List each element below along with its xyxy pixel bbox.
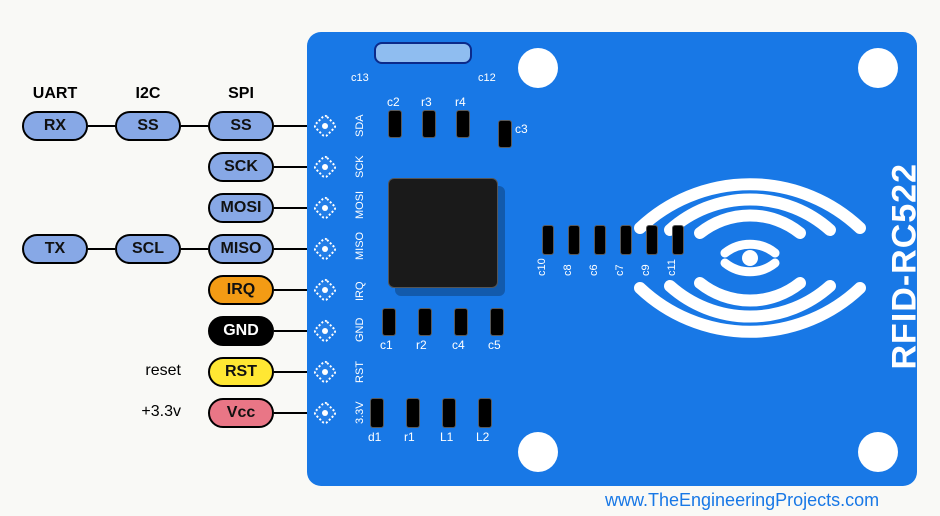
smd-label: c3 (515, 122, 528, 136)
pin-mosi: MOSI (208, 193, 274, 223)
silk-irq: IRQ (354, 261, 366, 301)
smd (498, 120, 512, 148)
wire (274, 330, 307, 332)
smd-label: c1 (380, 338, 393, 352)
mount-hole (518, 432, 558, 472)
wire (274, 248, 307, 250)
smd (454, 308, 468, 336)
smd (442, 398, 456, 428)
silk-miso: MISO (354, 220, 366, 260)
pin-ss: SS (208, 111, 274, 141)
silk-sck: SCK (354, 138, 366, 178)
silk-3.3v: 3.3V (354, 384, 366, 424)
smd-label: c2 (387, 95, 400, 109)
smd (646, 225, 658, 255)
wire (274, 166, 307, 168)
wire (274, 125, 307, 127)
wire (181, 125, 208, 127)
antenna-icon (600, 88, 900, 428)
source-site: www.TheEngineeringProjects.com (605, 490, 879, 511)
smd-label: c10 (536, 258, 548, 276)
wire (88, 125, 115, 127)
col-header-uart: UART (22, 85, 88, 103)
smd (422, 110, 436, 138)
smd (406, 398, 420, 428)
wire (274, 371, 307, 373)
smd-label: c6 (588, 264, 600, 276)
smd-label: c5 (488, 338, 501, 352)
smd-label: d1 (368, 430, 381, 444)
wire (274, 289, 307, 291)
diagram-stage: { "headers": { "uart": "UART", "i2c": "I… (0, 0, 940, 516)
wire (274, 412, 307, 414)
smd (382, 308, 396, 336)
silk-sda: SDA (354, 97, 366, 137)
silk-c13: c13 (351, 72, 369, 84)
silk-mosi: MOSI (354, 179, 366, 219)
wire (274, 207, 307, 209)
mount-hole (858, 432, 898, 472)
crystal (374, 42, 472, 64)
smd-label: r1 (404, 430, 415, 444)
pin-irq: IRQ (208, 275, 274, 305)
col-header-spi: SPI (208, 85, 274, 103)
smd-label: L1 (440, 430, 453, 444)
smd (456, 110, 470, 138)
pin-miso: MISO (208, 234, 274, 264)
pin-tx: TX (22, 234, 88, 264)
silk-rst: RST (354, 343, 366, 383)
pin-rx: RX (22, 111, 88, 141)
pin-scl: SCL (115, 234, 181, 264)
smd (478, 398, 492, 428)
side-label: reset (115, 362, 181, 380)
silk-c12: c12 (478, 72, 496, 84)
smd-label: r3 (421, 95, 432, 109)
smd (672, 225, 684, 255)
smd (594, 225, 606, 255)
silk-gnd: GND (354, 302, 366, 342)
smd (418, 308, 432, 336)
smd-label: c7 (614, 264, 626, 276)
smd (620, 225, 632, 255)
smd (490, 308, 504, 336)
smd-label: r2 (416, 338, 427, 352)
smd (370, 398, 384, 428)
mount-hole (518, 48, 558, 88)
smd (568, 225, 580, 255)
mount-hole (858, 48, 898, 88)
pin-ss: SS (115, 111, 181, 141)
board-title: RFID-RC522 (886, 150, 925, 370)
wire (181, 248, 208, 250)
pin-sck: SCK (208, 152, 274, 182)
smd-label: c8 (562, 264, 574, 276)
smd-label: c9 (640, 264, 652, 276)
side-label: +3.3v (115, 403, 181, 421)
pin-vcc: Vcc (208, 398, 274, 428)
smd-label: c4 (452, 338, 465, 352)
col-header-i2c: I2C (115, 85, 181, 103)
smd-label: r4 (455, 95, 466, 109)
smd-label: L2 (476, 430, 489, 444)
smd-label: c11 (666, 259, 678, 276)
pin-rst: RST (208, 357, 274, 387)
smd (542, 225, 554, 255)
ic-chip (388, 178, 498, 288)
smd (388, 110, 402, 138)
wire (88, 248, 115, 250)
pin-gnd: GND (208, 316, 274, 346)
